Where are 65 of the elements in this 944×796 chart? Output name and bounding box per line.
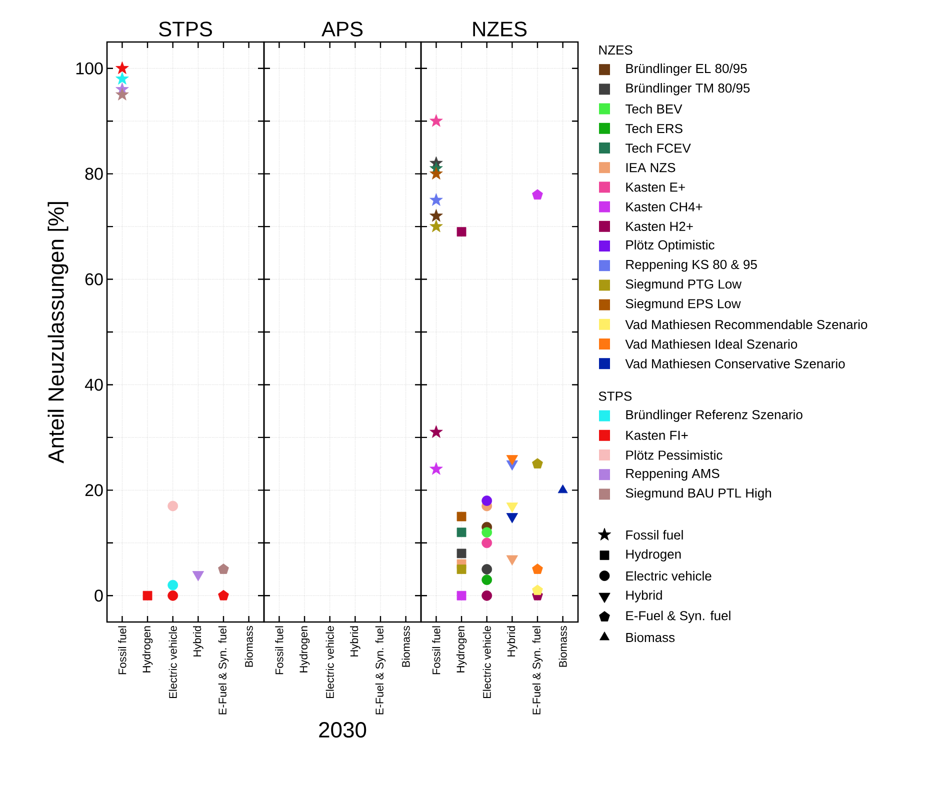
legend-label: Siegmund BAU PTL High (626, 488, 772, 500)
x-tick-label: Hydrogen (142, 626, 153, 672)
category-label: E-Fuel & Syn. fuel (626, 610, 730, 623)
chart-title: STPS (159, 22, 212, 36)
legend-label: Plötz Optimistic (626, 240, 714, 252)
x-tick-label: Hybrid (193, 626, 204, 656)
legend-label: Siegmund PTG Low (626, 279, 742, 292)
category-label: Hydrogen (626, 549, 681, 562)
y-tick-label: 80 (85, 168, 103, 180)
x-tick-label: Hydrogen (299, 626, 310, 672)
legend-label: Kasten H2+ (626, 222, 693, 231)
x-tick-label: Electric vehicle (482, 626, 491, 698)
point (116, 72, 129, 85)
y-tick-label: 0 (94, 590, 103, 602)
x-tick-label: Electric vehicle (168, 626, 177, 698)
legend-label: Tech BEV (626, 104, 682, 114)
legend-label: Bründlinger EL 80/95 (626, 64, 747, 76)
legend-label: Kasten E+ (626, 182, 685, 192)
legend-title: STPS (598, 392, 632, 401)
legend-label: Kasten CH4+ (626, 202, 702, 212)
legend-label: Tech ERS (626, 124, 682, 134)
chart-title: NZES (473, 22, 527, 36)
x-tick-label: Biomass (402, 626, 410, 667)
legend-label: Kasten FI+ (626, 430, 688, 440)
legend-label: Siegmund EPS Low (626, 298, 741, 311)
x-tick-label: Biomass (558, 626, 567, 667)
point (142, 590, 152, 600)
legend-label: Bründlinger Referenz Szenario (626, 410, 802, 422)
x-tick-label: Biomass (244, 626, 253, 667)
x-tick-label: E-Fuel & Syn. fuel (375, 626, 386, 714)
legend-label: Vad Mathiesen Recommendable Szenario (625, 320, 868, 330)
category-label: Electric vehicle (626, 571, 712, 581)
legend-label: IEA NZS (626, 162, 676, 172)
x-tick-label: Hydrogen (456, 626, 467, 672)
x-tick-label: Hybrid (350, 626, 360, 656)
legend-label: Tech FCEV (626, 143, 691, 153)
x-tick-label: Electric vehicle (326, 626, 334, 698)
legend-label: Reppening KS 80 & 95 (626, 260, 757, 272)
category-label: Hybrid (626, 590, 662, 602)
y-tick-label: 40 (84, 378, 103, 391)
x-tick-label: Hybrid (507, 626, 518, 656)
x-tick-label: Fossil fuel (118, 626, 126, 674)
chart-title: APS (322, 22, 363, 36)
y-tick-label: 20 (85, 484, 103, 496)
point (168, 580, 178, 590)
legend-label: Bründlinger TM 80/95 (626, 83, 750, 96)
category-label: Fossil fuel (626, 530, 683, 540)
legend-label: Vad Mathiesen Conservative Szenario (625, 358, 845, 368)
y-tick-label: 60 (85, 273, 103, 286)
legend-label: Plötz Pessimistic (626, 450, 722, 460)
point (168, 590, 178, 601)
x-tick-label: Fossil fuel (432, 626, 440, 674)
point (218, 590, 229, 600)
x-axis-title: 2030 (319, 722, 366, 738)
x-tick-label: E-Fuel & Syn. fuel (218, 626, 229, 714)
point (218, 564, 229, 574)
legend-label: Vad Mathiesen Ideal Szenario (625, 339, 798, 349)
x-tick-label: E-Fuel & Syn. fuel (532, 626, 543, 714)
y-axis-title: Anteil Neuzulassungen [%] (48, 202, 68, 464)
legend-title: NZES (599, 45, 632, 55)
point (168, 500, 178, 512)
x-tick-label: Fossil fuel (275, 626, 284, 674)
legend-label: Reppening AMS (626, 468, 720, 481)
point (116, 88, 129, 100)
y-tick-label: 100 (76, 62, 103, 74)
